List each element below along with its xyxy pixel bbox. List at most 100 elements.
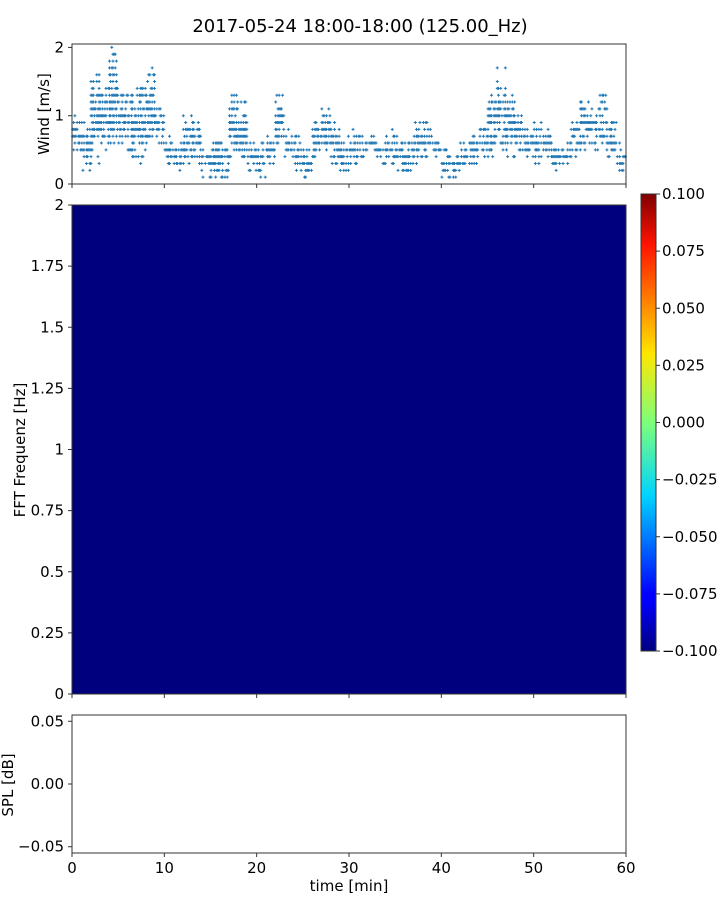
wind-point	[109, 141, 113, 145]
wind-point	[448, 155, 452, 159]
wind-point	[292, 148, 296, 152]
wind-point	[239, 100, 243, 104]
wind-point	[539, 155, 543, 159]
wind-point	[408, 155, 412, 159]
wind-point	[107, 59, 111, 63]
wind-point	[126, 134, 130, 138]
wind-point	[585, 114, 589, 118]
wind-point	[476, 155, 480, 159]
wind-point	[121, 93, 125, 97]
wind-point	[120, 134, 124, 138]
wind-point	[170, 141, 174, 145]
wind-point	[101, 93, 105, 97]
wind-point	[258, 162, 262, 166]
wind-point	[458, 141, 462, 145]
wind-point	[561, 148, 565, 152]
wind-point	[570, 121, 574, 125]
wind-point	[346, 134, 350, 138]
wind-point	[120, 100, 124, 104]
wind-point	[245, 141, 249, 145]
wind-point	[595, 114, 599, 118]
wind-point	[111, 134, 115, 138]
wind-point	[181, 114, 185, 118]
wind-point	[230, 114, 234, 118]
wind-point	[618, 141, 622, 145]
wind-point	[342, 155, 346, 159]
wind-point	[621, 168, 625, 172]
wind-point	[201, 155, 205, 159]
wind-point	[423, 127, 427, 131]
colorbar-tick-label: −0.050	[662, 528, 718, 546]
wind-point	[506, 141, 510, 145]
spectrogram-ytick-label: 1	[54, 441, 64, 459]
wind-point	[283, 155, 287, 159]
wind-point	[155, 134, 159, 138]
wind-point	[252, 141, 256, 145]
wind-point	[424, 148, 428, 152]
wind-point	[229, 155, 233, 159]
wind-point	[539, 127, 543, 131]
wind-point	[120, 107, 124, 111]
wind-point	[420, 155, 424, 159]
wind-point	[124, 107, 128, 111]
spl-ytick-label: 0.00	[31, 775, 64, 793]
wind-point	[246, 162, 250, 166]
wind-point	[528, 148, 532, 152]
wind-point	[463, 162, 467, 166]
wind-point	[338, 168, 342, 172]
spl-xtick-label: 20	[247, 859, 266, 877]
wind-point	[262, 162, 266, 166]
wind-point	[135, 86, 139, 90]
wind-point	[583, 148, 587, 152]
wind-point	[403, 141, 407, 145]
wind-point	[472, 134, 476, 138]
spl-xtick-label: 40	[432, 859, 451, 877]
wind-point	[349, 155, 353, 159]
wind-point	[590, 127, 594, 131]
wind-point	[276, 141, 280, 145]
wind-point	[425, 121, 429, 125]
wind-point	[112, 127, 116, 131]
wind-point	[365, 148, 369, 152]
wind-point	[498, 127, 502, 131]
wind-point	[417, 127, 421, 131]
wind-point	[481, 148, 485, 152]
wind-point	[566, 162, 570, 166]
wind-point	[395, 134, 399, 138]
wind-point	[199, 141, 203, 145]
wind-point	[330, 162, 334, 166]
wind-point	[112, 141, 116, 145]
wind-point	[605, 134, 609, 138]
wind-point	[358, 148, 362, 152]
wind-point	[114, 73, 118, 77]
wind-point	[209, 175, 213, 179]
wind-point	[456, 155, 460, 159]
wind-point	[605, 107, 609, 111]
wind-point	[503, 93, 507, 97]
wind-point	[139, 162, 143, 166]
wind-point	[510, 93, 514, 97]
wind-point	[281, 93, 285, 97]
wind-point	[141, 155, 145, 159]
wind-point	[125, 100, 129, 104]
spectrogram-ytick-label: 2	[54, 196, 64, 214]
wind-axes-frame	[71, 43, 627, 185]
wind-point	[89, 162, 93, 166]
wind-point	[538, 134, 542, 138]
wind-point	[126, 93, 130, 97]
wind-point	[486, 127, 490, 131]
wind-point	[596, 148, 600, 152]
wind-point	[507, 107, 511, 111]
wind-point	[281, 121, 285, 125]
wind-point	[573, 134, 577, 138]
wind-point	[221, 162, 225, 166]
wind-point	[120, 141, 124, 145]
wind-point	[556, 148, 560, 152]
wind-point	[187, 162, 191, 166]
spectrogram-ytick-label: 1.75	[31, 257, 64, 275]
wind-point	[286, 127, 290, 131]
wind-point	[104, 148, 108, 152]
wind-point	[245, 121, 249, 125]
wind-point	[146, 80, 150, 84]
